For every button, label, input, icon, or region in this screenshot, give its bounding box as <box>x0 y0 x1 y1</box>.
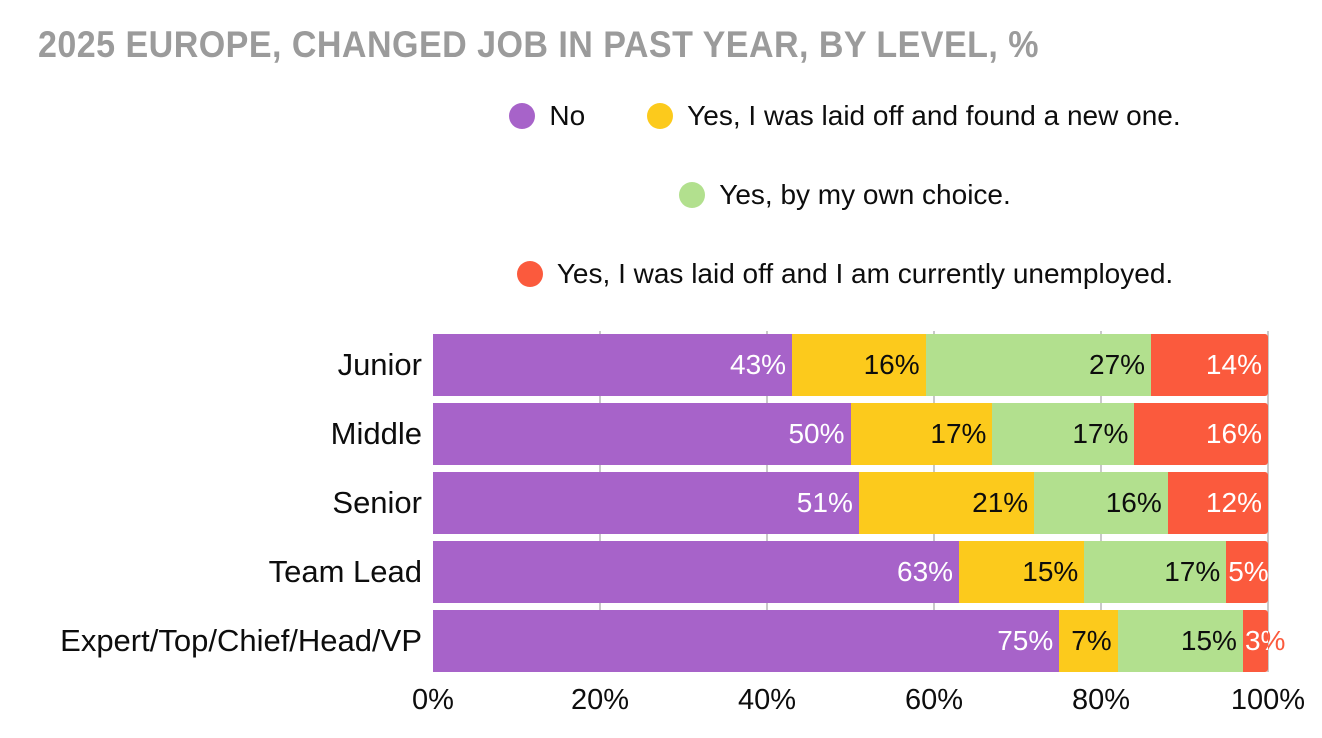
bar-segment: 7% <box>1059 610 1118 672</box>
bar-segment-label: 14% <box>1205 349 1262 380</box>
bar-segment-label: 17% <box>1072 418 1129 449</box>
bar-segment-label: 7% <box>1071 625 1112 656</box>
stacked-bar: 51% 21% 16% 12% <box>433 472 1268 534</box>
legend-row: No Yes, I was laid off and found a new on… <box>509 100 1181 132</box>
bar-segment-label: 27% <box>1089 349 1146 380</box>
bar-segment-label: 15% <box>1180 625 1237 656</box>
legend-row: Yes, I was laid off and I am currently u… <box>516 258 1174 290</box>
legend-row: Yes, by my own choice. <box>679 179 1011 211</box>
bar-segment-label: 51% <box>796 487 853 518</box>
bar-row: Middle 50% 17% 17% 16% <box>331 403 1268 465</box>
bar-segment: 15% <box>1117 610 1243 672</box>
stacked-bar: 63%15%17%5%5% <box>433 541 1269 603</box>
bar-segment: 16% <box>1034 472 1168 534</box>
bar-segment: 15% <box>959 541 1085 603</box>
legend-label: Yes, I was laid off and I am currently u… <box>556 258 1174 289</box>
bar-segment: 5% <box>1226 541 1268 603</box>
stacked-bar: 43% 16% 27% 14% <box>433 334 1268 396</box>
bar-segment-label: 17% <box>930 418 987 449</box>
bar-segment: 3% <box>1242 610 1268 672</box>
legend-swatch-icon <box>647 103 674 129</box>
category-label: Middle <box>330 416 422 451</box>
bar-segment: 63% <box>433 541 960 603</box>
legend: No Yes, I was laid off and found a new on… <box>368 100 1322 290</box>
bar-segment: 50% <box>433 403 851 465</box>
bar-segment-label: 17% <box>1164 556 1221 587</box>
legend-item: Yes, I was laid off and found a new one. <box>647 100 1181 132</box>
bar-segment-label: 21% <box>972 487 1029 518</box>
category-label: Team Lead <box>268 554 422 589</box>
bar-row: Junior 43% 16% 27% 14% <box>338 334 1268 396</box>
stacked-bar: 50% 17% 17% 16% <box>433 403 1268 465</box>
legend-swatch-icon <box>679 182 706 208</box>
x-axis-tick: 40% <box>737 684 797 716</box>
legend-item: Yes, I was laid off and I am currently u… <box>516 258 1174 290</box>
bar-segment: 21% <box>858 472 1035 534</box>
bar-segment: 12% <box>1167 472 1268 534</box>
bar-segment-label: 75% <box>997 625 1054 656</box>
x-axis: 0% 20% 40% 60% 80% 100% <box>412 684 1305 720</box>
bar-segment-label: 12% <box>1205 487 1262 518</box>
bar-segment-label: 50% <box>788 418 845 449</box>
bar-segment-label: 43% <box>730 349 787 380</box>
x-axis-tick: 80% <box>1071 684 1131 716</box>
bar-segment: 27% <box>925 334 1152 396</box>
bar-segment-label: 16% <box>1205 418 1262 449</box>
legend-label: Yes, I was laid off and found a new one. <box>687 100 1181 131</box>
bar-row: Senior 51% 21% 16% 12% <box>332 472 1268 534</box>
legend-item: Yes, by my own choice. <box>679 179 1011 211</box>
x-axis-tick: 20% <box>570 684 630 716</box>
category-label: Senior <box>332 485 422 520</box>
category-label: Expert/Top/Chief/Head/VP <box>60 623 422 658</box>
gridline <box>1267 331 1269 672</box>
bar-segment: 75% <box>433 610 1060 672</box>
bar-segment-label: 3% <box>1244 625 1268 656</box>
bar-segment: 14% <box>1151 334 1268 396</box>
bar-segment-label: 63% <box>897 556 954 587</box>
chart-title: 2025 EUROPE, CHANGED JOB IN PAST YEAR, B… <box>38 24 1039 65</box>
bar-segment: 16% <box>1134 403 1268 465</box>
bar-segment-label: 15% <box>1022 556 1079 587</box>
legend-label: No <box>549 100 586 131</box>
x-axis-tick: 0% <box>412 684 454 716</box>
legend-label: Yes, by my own choice. <box>719 179 1011 210</box>
chart-page: 2025 EUROPE, CHANGED JOB IN PAST YEAR, B… <box>0 24 1322 738</box>
bar-segment: 17% <box>1084 541 1227 603</box>
bar-segment: 17% <box>992 403 1135 465</box>
bar-segment: 17% <box>850 403 993 465</box>
bar-segment-label: 16% <box>863 349 920 380</box>
x-axis-tick: 60% <box>904 684 964 716</box>
stacked-bar: 75%7%15%3%3% <box>433 610 1285 672</box>
category-label: Junior <box>337 347 422 382</box>
legend-swatch-icon <box>509 103 536 129</box>
bar-segment-label: 16% <box>1105 487 1162 518</box>
bar-segment: 43% <box>433 334 793 396</box>
bar-segment-label: 5% <box>1228 556 1268 587</box>
legend-swatch-icon <box>516 261 543 287</box>
bar-segment: 16% <box>792 334 926 396</box>
legend-item: No <box>509 100 585 132</box>
bar-segment: 51% <box>433 472 859 534</box>
stacked-bar-plot: Junior 43% 16% 27% 14% Middle 50% 17% 17% 16% Seni… <box>60 331 1285 672</box>
x-axis-tick: 100% <box>1230 684 1306 716</box>
